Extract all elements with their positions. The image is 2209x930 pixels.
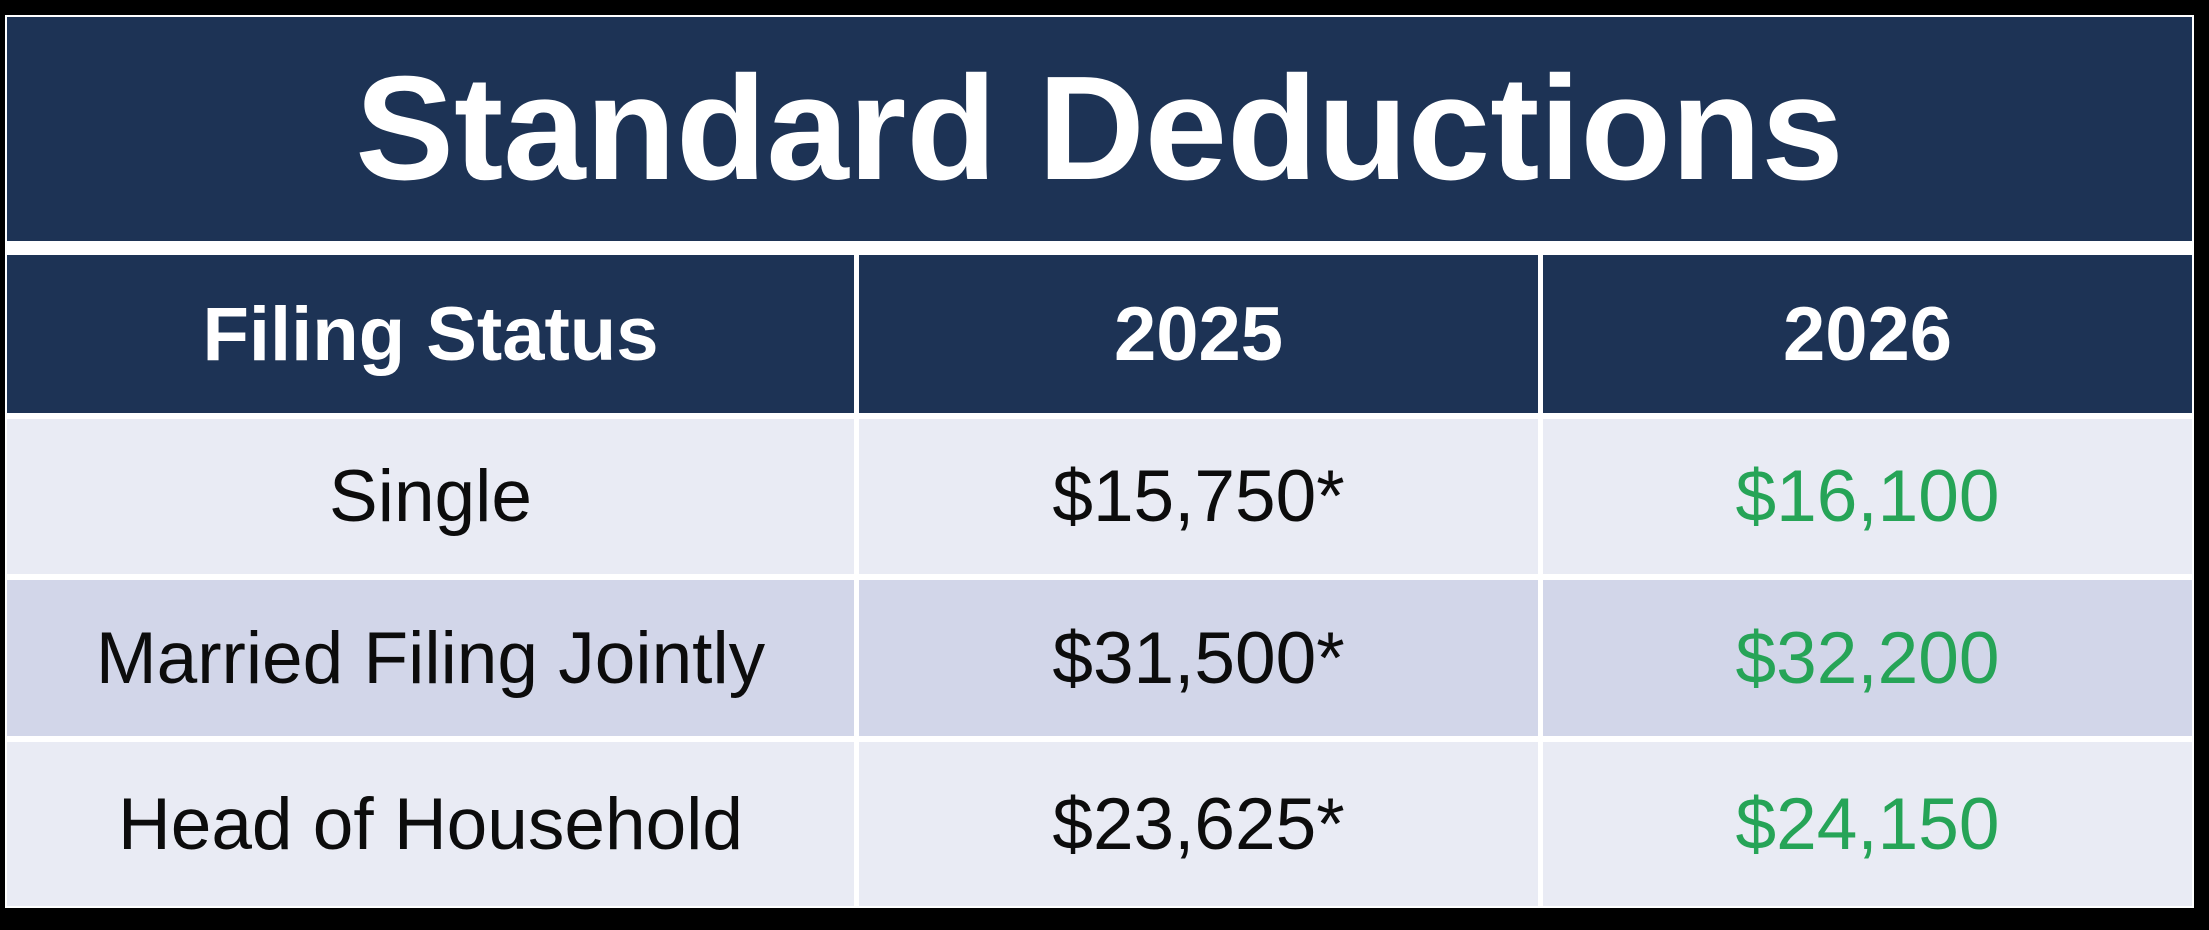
filing-status-cell-head-of-household: Head of Household: [7, 742, 854, 906]
value-2025-single: $15,750*: [859, 419, 1538, 574]
column-header-2026: 2026: [1543, 255, 2192, 413]
value-2026-married-filing-jointly: $32,200: [1543, 580, 2192, 736]
table-title: Standard Deductions: [355, 46, 1844, 211]
table-row-head-of-household: Head of Household $23,625* $24,150: [7, 742, 2192, 906]
column-header-filing-status: Filing Status: [7, 255, 854, 413]
value-2026-single: $16,100: [1543, 419, 2192, 574]
deductions-table: Standard Deductions Filing Status 2025 2…: [5, 15, 2194, 908]
value-2025-married-filing-jointly: $31,500*: [859, 580, 1538, 736]
column-header-2025: 2025: [859, 255, 1538, 413]
table-title-band: Standard Deductions: [7, 17, 2192, 241]
value-2026-head-of-household: $24,150: [1543, 742, 2192, 906]
table-header-row: Filing Status 2025 2026: [7, 255, 2192, 413]
value-2025-head-of-household: $23,625*: [859, 742, 1538, 906]
table-row-single: Single $15,750* $16,100: [7, 419, 2192, 574]
table-row-married-filing-jointly: Married Filing Jointly $31,500* $32,200: [7, 580, 2192, 736]
filing-status-cell-single: Single: [7, 419, 854, 574]
filing-status-cell-married-filing-jointly: Married Filing Jointly: [7, 580, 854, 736]
